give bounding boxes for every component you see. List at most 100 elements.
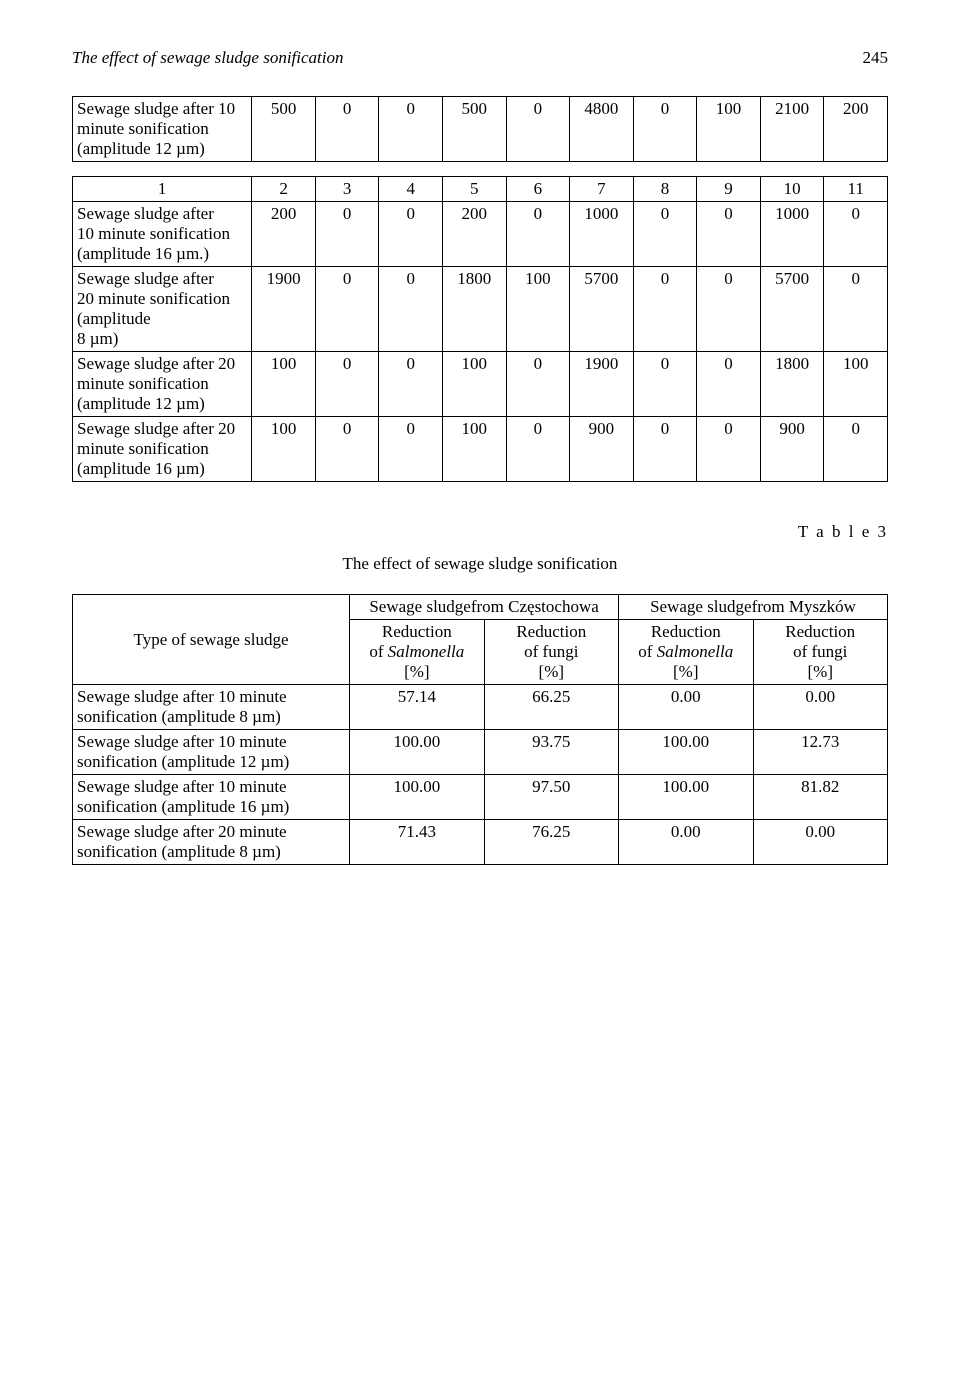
cell: 1000 (760, 202, 824, 267)
cell: 0 (379, 267, 443, 352)
cell: 4800 (570, 97, 634, 162)
cell: 0 (506, 352, 570, 417)
cell: 57.14 (350, 685, 484, 730)
running-title: The effect of sewage sludge sonification (72, 48, 344, 68)
group-header: Sewage sludgefrom Częstochowa (350, 595, 619, 620)
cell: 900 (760, 417, 824, 482)
cell: 0 (506, 202, 570, 267)
spacer (72, 162, 888, 176)
cell: 0.00 (619, 820, 753, 865)
cell: 97.50 (484, 775, 618, 820)
cell: 0 (379, 202, 443, 267)
cell: 0 (697, 417, 761, 482)
cell: 81.82 (753, 775, 888, 820)
cell: 0 (315, 417, 379, 482)
cell: 1800 (443, 267, 507, 352)
sub-header: Reductionof fungi[%] (753, 620, 888, 685)
cell: 71.43 (350, 820, 484, 865)
cell: 0 (824, 267, 888, 352)
col-num: 7 (570, 177, 634, 202)
cell: 12.73 (753, 730, 888, 775)
cell: 0 (315, 202, 379, 267)
col-num: 9 (697, 177, 761, 202)
running-header: The effect of sewage sludge sonification… (72, 48, 888, 68)
table-row: Sewage sludge after 10 minute sonificati… (73, 97, 888, 162)
row-label: Sewage sludge after10 minute sonificatio… (73, 202, 252, 267)
cell: 0 (697, 352, 761, 417)
cell: 200 (252, 202, 316, 267)
cell: 0 (633, 417, 697, 482)
table-3-caption: The effect of sewage sludge sonification (72, 554, 888, 574)
table-row: Sewage sludge after10 minute sonificatio… (73, 202, 888, 267)
cell: 100 (443, 352, 507, 417)
cell: 76.25 (484, 820, 618, 865)
cell: 1900 (570, 352, 634, 417)
cell: 5700 (760, 267, 824, 352)
cell: 0 (633, 202, 697, 267)
cell: 0 (697, 267, 761, 352)
table-header-row: Type of sewage sludge Sewage sludgefrom … (73, 595, 888, 620)
cell: 0 (379, 97, 443, 162)
cell: 100 (443, 417, 507, 482)
cell: 0 (824, 417, 888, 482)
cell: 93.75 (484, 730, 618, 775)
cell: 900 (570, 417, 634, 482)
cell: 0.00 (753, 820, 888, 865)
col-num: 2 (252, 177, 316, 202)
cell: 1800 (760, 352, 824, 417)
row-label: Sewage sludge after 20 minute sonificati… (73, 417, 252, 482)
cell: 0 (506, 417, 570, 482)
row-label: Sewage sludge after 20 minute sonificati… (73, 352, 252, 417)
cell: 100 (506, 267, 570, 352)
cell: 200 (443, 202, 507, 267)
cell: 100.00 (619, 775, 753, 820)
cell: 0 (315, 352, 379, 417)
cell: 0 (315, 97, 379, 162)
table-row: Sewage sludge after 10 minute sonificati… (73, 730, 888, 775)
table-row: Sewage sludge after 10 minute sonificati… (73, 775, 888, 820)
table-3: Type of sewage sludge Sewage sludgefrom … (72, 594, 888, 865)
row-label: Sewage sludge after 10 minute sonificati… (73, 730, 350, 775)
row-label: Sewage sludge after20 minute sonificatio… (73, 267, 252, 352)
row-label: Sewage sludge after 20 minute sonificati… (73, 820, 350, 865)
table-row: Sewage sludge after 10 minute sonificati… (73, 685, 888, 730)
cell: 200 (824, 97, 888, 162)
cell: 100 (252, 417, 316, 482)
cell: 100.00 (619, 730, 753, 775)
sub-header: Reductionof Salmonella[%] (619, 620, 753, 685)
cell: 0.00 (619, 685, 753, 730)
cell: 0 (824, 202, 888, 267)
col-num: 5 (443, 177, 507, 202)
col-num: 1 (73, 177, 252, 202)
table-1: Sewage sludge after 10 minute sonificati… (72, 96, 888, 162)
cell: 0 (633, 267, 697, 352)
page-number: 245 (863, 48, 889, 68)
sub-header: Reductionof Salmonella[%] (350, 620, 484, 685)
row-header-label: Type of sewage sludge (73, 595, 350, 685)
cell: 0 (379, 352, 443, 417)
table-row: Sewage sludge after20 minute sonificatio… (73, 267, 888, 352)
row-label: Sewage sludge after 10 minute sonificati… (73, 775, 350, 820)
cell: 100.00 (350, 730, 484, 775)
cell: 0 (379, 417, 443, 482)
cell: 100 (697, 97, 761, 162)
table-row: Sewage sludge after 20 minute sonificati… (73, 352, 888, 417)
cell: 100 (824, 352, 888, 417)
cell: 1900 (252, 267, 316, 352)
cell: 100.00 (350, 775, 484, 820)
col-num: 6 (506, 177, 570, 202)
table-row: Sewage sludge after 20 minute sonificati… (73, 820, 888, 865)
cell: 0.00 (753, 685, 888, 730)
cell: 500 (443, 97, 507, 162)
row-label: Sewage sludge after 10 minute sonificati… (73, 685, 350, 730)
cell: 100 (252, 352, 316, 417)
cell: 0 (506, 97, 570, 162)
group-header: Sewage sludgefrom Myszków (619, 595, 888, 620)
col-num: 3 (315, 177, 379, 202)
sub-header: Reductionof fungi[%] (484, 620, 618, 685)
cell: 5700 (570, 267, 634, 352)
cell: 0 (633, 97, 697, 162)
cell: 0 (697, 202, 761, 267)
cell: 2100 (760, 97, 824, 162)
cell: 66.25 (484, 685, 618, 730)
